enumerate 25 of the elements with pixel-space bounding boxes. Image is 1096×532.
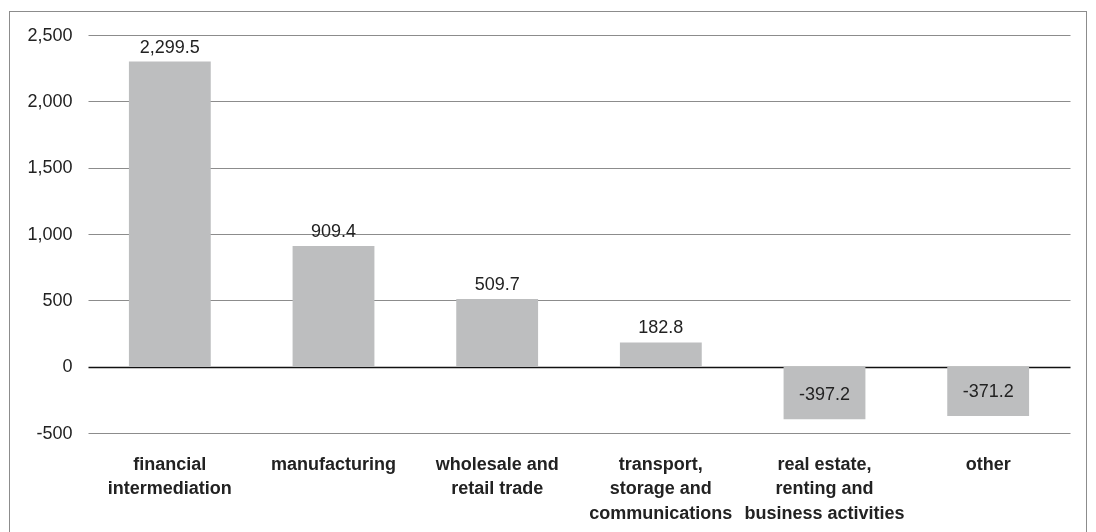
x-tick-label: other <box>965 453 1011 474</box>
y-tick-label: 2,000 <box>27 90 73 111</box>
data-label: -397.2 <box>798 384 851 405</box>
x-tick-label: manufacturing <box>270 453 397 474</box>
data-label: 182.8 <box>638 317 684 338</box>
y-tick-label: -500 <box>36 422 73 443</box>
bar <box>947 366 1030 416</box>
y-tick-label: 0 <box>62 356 73 377</box>
y-tick-label: 1,500 <box>27 157 73 178</box>
data-label: 909.4 <box>310 221 357 242</box>
x-tick-label: financial intermediation <box>107 453 232 498</box>
x-tick-label: wholesale and retail trade <box>434 453 559 498</box>
y-tick-label: 1,000 <box>27 223 73 244</box>
bar <box>128 61 211 367</box>
data-label: 2,299.5 <box>139 36 200 57</box>
bar <box>783 366 866 420</box>
data-label: -371.2 <box>962 380 1014 401</box>
bar <box>292 246 375 367</box>
data-label: 509.7 <box>474 274 520 295</box>
y-tick-label: 2,500 <box>27 24 73 45</box>
y-tick-label: 500 <box>42 289 73 310</box>
x-tick-label: real estate, renting and business activities <box>744 453 905 523</box>
bar <box>456 299 539 367</box>
bar <box>619 342 702 367</box>
x-tick-label: transport, storage and communications <box>589 453 733 523</box>
